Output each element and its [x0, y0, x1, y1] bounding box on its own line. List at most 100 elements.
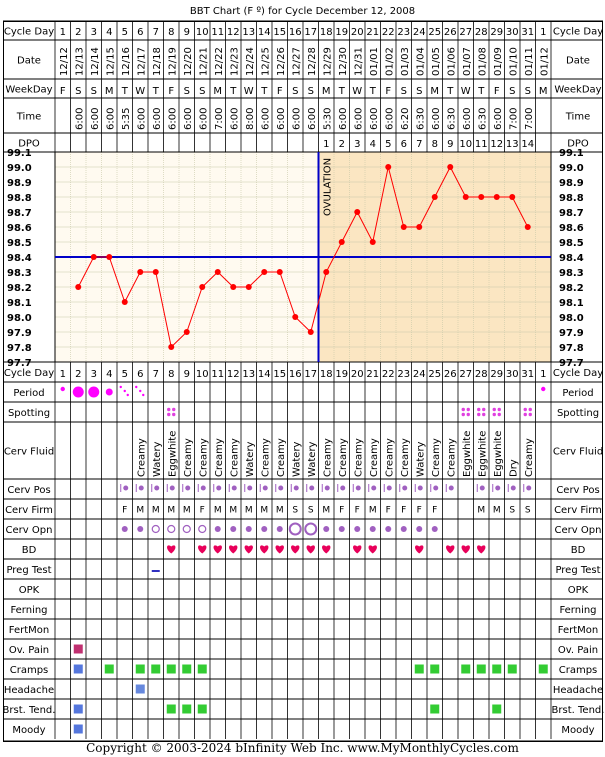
cerv-firm-letter: F [417, 506, 422, 516]
cycle-day-number: 6 [137, 27, 143, 38]
cramps-square [430, 664, 440, 674]
spotting-dot [523, 407, 527, 412]
cycle-day-number: 20 [351, 27, 364, 38]
cerv-fluid-label: Creamy [384, 438, 395, 477]
period-spot-dot [126, 393, 129, 397]
date-label: 12/21 [198, 47, 209, 76]
row-label-cerv_pos: Cerv Pos [7, 485, 50, 496]
cerv-opn-dot [230, 526, 237, 532]
weekday-label: S [184, 86, 190, 97]
date-label: 01/04 [415, 47, 426, 76]
row-label-opk: OPK [19, 585, 40, 596]
bd-heart-icon [260, 545, 269, 554]
dpo-label: 5 [385, 139, 391, 150]
cerv-firm-letter: S [509, 506, 515, 516]
temperature-point [338, 239, 345, 245]
row-label-cerv_fluid: Cerv Fluid [4, 447, 54, 458]
cycle-day-number-bottom: 9 [184, 369, 190, 380]
temperature-line: OVULATION [55, 152, 551, 362]
headache-square [135, 684, 145, 694]
y-tick-right: 99.1 [559, 148, 584, 159]
weekday-label: M [105, 86, 114, 97]
cycle-day-number: 27 [459, 27, 472, 38]
row-label-period: Period [13, 388, 44, 399]
spotting-dot [528, 412, 532, 417]
y-tick-left: 98.3 [7, 268, 32, 279]
brst-tend-square [182, 704, 192, 714]
date-label: 01/10 [508, 47, 519, 76]
time-label: 5:35 [121, 108, 132, 130]
cycle-day-number-bottom: 16 [289, 369, 302, 380]
cerv-fluid-label: Creamy [353, 438, 364, 477]
date-label: 12/17 [136, 47, 147, 76]
cerv-pos-dot [495, 485, 501, 491]
time-label: 6:30 [446, 108, 457, 130]
cerv-pos-dot [340, 485, 346, 491]
row-label-fertmon: FertMon [9, 625, 49, 636]
weekday-label: S [509, 86, 515, 97]
dpo-label: 12 [490, 139, 503, 150]
cerv-firm-letter: F [401, 506, 406, 516]
cycle-day-number: 13 [242, 27, 255, 38]
spotting-dot [482, 407, 486, 412]
temperature-point [199, 284, 206, 290]
cerv-opn-dot [323, 526, 330, 532]
row-label-right-opk: OPK [568, 585, 589, 596]
time-label: 6:00 [338, 108, 349, 130]
cramps-square [414, 664, 424, 674]
dpo-label: 1 [323, 139, 329, 150]
row-label-dpo: DPO [18, 139, 40, 150]
y-tick-right: 98.7 [559, 208, 584, 219]
temperature-point [245, 284, 252, 290]
cerv-pos-dot [169, 485, 175, 491]
row-label-right-ferning: Ferning [559, 605, 596, 616]
cerv-opn-dot [354, 526, 361, 532]
spotting-dot [466, 407, 470, 412]
cerv-opn-ring [182, 524, 191, 534]
temperature-point [90, 254, 97, 260]
date-label: 12/20 [183, 47, 194, 76]
time-label: 6:00 [183, 108, 194, 130]
cerv-opn-big-ring [304, 522, 318, 536]
temperature-point [369, 239, 376, 245]
weekday-label: S [292, 86, 298, 97]
cycle-day-number: 25 [428, 27, 441, 38]
dpo-label: 11 [475, 139, 488, 150]
bd-heart-icon [477, 545, 486, 554]
temperature-point [447, 164, 454, 170]
time-label: 6:00 [431, 108, 442, 130]
cycle-day-number-bottom: 18 [320, 369, 333, 380]
time-label: 6:00 [90, 108, 101, 130]
cerv-fluid-label: Watery [415, 441, 426, 477]
row-label-headache: Headache [4, 685, 54, 696]
row-label-cerv_firm: Cerv Firm [5, 505, 53, 516]
cerv-fluid-label: Creamy [183, 438, 194, 477]
cerv-fluid-label: Creamy [322, 438, 333, 477]
row-label-right-fertmon: FertMon [558, 625, 598, 636]
date-label: 12/13 [74, 47, 85, 76]
cerv-pos-dot [185, 485, 191, 491]
time-label: 6:30 [477, 108, 488, 130]
weekday-label: W [352, 86, 362, 97]
dpo-label: 3 [354, 139, 360, 150]
row-label-right-cycle_day: Cycle Day [553, 368, 603, 379]
row-label-right-time: Time [565, 112, 590, 123]
dpo-label: 2 [339, 139, 345, 150]
cerv-pos-dot [510, 485, 516, 491]
temperature-point [106, 254, 113, 260]
y-tick-left: 98.5 [7, 238, 32, 249]
weekday-label: S [199, 86, 205, 97]
bd-heart-icon [446, 545, 455, 554]
cycle-day-number-bottom: 11 [211, 369, 224, 380]
time-label: 6:00 [353, 108, 364, 130]
cycle-day-number: 17 [304, 27, 317, 38]
cycle-day-number: 1 [60, 27, 66, 38]
cerv-opn-big-ring [288, 522, 302, 536]
row-label-spotting: Spotting [8, 408, 50, 419]
date-label: 01/01 [369, 47, 380, 76]
cerv-pos-dot [154, 485, 160, 491]
weekday-label: S [308, 86, 314, 97]
brst-tend-square [492, 704, 502, 714]
cerv-firm-letter: S [292, 506, 298, 516]
cramps-square [166, 664, 176, 674]
